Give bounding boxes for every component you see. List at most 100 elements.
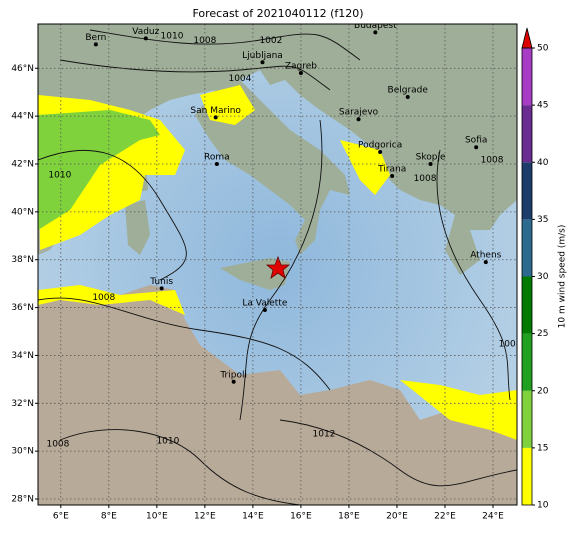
isobar-label: 1004 — [228, 74, 251, 84]
land-europe — [38, 24, 517, 275]
city-dot — [159, 286, 164, 291]
lat-tick-label: 38°N — [11, 255, 34, 265]
map-area: 1010 1008 1002 1004 1010 1008 1010 1012 1008 1008… — [38, 21, 522, 505]
isobar-label: 1010 — [161, 32, 184, 42]
isobar — [89, 29, 361, 61]
city-dot — [93, 42, 98, 47]
isobar — [59, 429, 301, 505]
city-dot — [143, 36, 148, 41]
city-dot — [483, 260, 488, 265]
colorbar-tick-label: 20 — [537, 386, 549, 396]
lon-tick-label: 18°E — [338, 512, 360, 522]
lat-tick-label: 40°N — [11, 207, 34, 217]
colorbar-band — [522, 48, 532, 106]
city-label: San Marino — [190, 106, 241, 116]
isobar-label: 1008 — [414, 174, 437, 184]
city-label: Tripoli — [219, 370, 247, 380]
city-dot — [298, 71, 303, 76]
colorbar-band — [522, 447, 532, 505]
city-dot — [373, 30, 378, 35]
isobar-label: 1010 — [48, 171, 71, 181]
location-star — [265, 255, 291, 279]
colorbar-band — [522, 219, 532, 277]
wind-zone — [38, 285, 185, 315]
city-dot — [474, 145, 479, 150]
city-dot — [405, 94, 410, 99]
city-label: Sofia — [465, 136, 487, 146]
city-label: Budapest — [354, 21, 397, 31]
colorbar-band — [522, 276, 532, 334]
city-label: Ljubljana — [242, 51, 283, 61]
lat-tick-label: 42°N — [11, 159, 34, 169]
colorbar-band — [522, 333, 532, 391]
city-dot — [390, 173, 395, 178]
city-dot — [356, 117, 361, 122]
city-dot — [214, 161, 219, 166]
lon-tick-label: 12°E — [194, 512, 216, 522]
city-label: Vaduz — [132, 27, 159, 37]
isobar — [436, 149, 511, 401]
city-label: Tirana — [377, 164, 406, 174]
lon-tick-label: 22°E — [434, 512, 456, 522]
city-label: Bern — [85, 33, 106, 43]
land-africa — [38, 285, 517, 505]
cities: 1010 1008 1002 1004 1010 1008 1010 1012 1008 1008… — [46, 21, 522, 450]
lat-tick-label: 44°N — [11, 112, 34, 122]
isobar — [279, 419, 517, 487]
colorbar-tick-label: 50 — [537, 44, 549, 54]
wind-zone — [200, 85, 255, 125]
lon-tick-label: 14°E — [242, 512, 264, 522]
city-dot — [262, 307, 267, 312]
lon-tick-label: 10°E — [146, 512, 168, 522]
lat-tick-label: 36°N — [11, 303, 34, 313]
map-frame — [37, 23, 518, 506]
city-label: Sarajevo — [339, 108, 379, 118]
colorbar-tick-label: 15 — [537, 443, 548, 453]
isobar-label: 1008 — [193, 36, 216, 46]
isobar — [38, 149, 187, 281]
isobar-label: 1010 — [156, 437, 179, 447]
wind-zone — [400, 380, 517, 440]
isobar-label: 1008 — [46, 440, 69, 450]
wind-zone — [340, 140, 390, 195]
isobar-label: 1002 — [259, 36, 282, 46]
wind-zone — [38, 110, 160, 230]
colorbar-label: 10 m wind speed (m/s) — [558, 225, 568, 329]
colorbar-band — [522, 162, 532, 220]
city-label: Roma — [204, 152, 230, 162]
colorbar: 10 15 20 25 30 35 40 45 50 10 m wind speed (m/s) — [521, 27, 568, 511]
colorbar-tick-label: 45 — [537, 101, 548, 111]
land-sardinia — [125, 200, 150, 255]
isobar — [59, 59, 331, 91]
colorbar-tick-label: 10 — [537, 501, 549, 511]
city-dot — [378, 150, 383, 155]
city-label: Tunis — [149, 277, 173, 287]
colorbar-band — [522, 105, 532, 163]
lat-tick-label: 32°N — [11, 399, 34, 409]
colorbar-tick-label: 30 — [537, 272, 549, 282]
city-dot — [213, 115, 218, 120]
lat-tick-label: 30°N — [11, 447, 34, 457]
isobar-label: 1008 — [481, 156, 504, 166]
isobar — [38, 297, 331, 391]
city-dot — [428, 161, 433, 166]
graticule — [38, 24, 517, 505]
lon-tick-label: 16°E — [290, 512, 312, 522]
colorbar-tick-label: 40 — [537, 158, 549, 168]
colorbar-tick-label: 35 — [537, 215, 548, 225]
lon-tick-label: 8°E — [101, 512, 117, 522]
city-label: La Valette — [242, 298, 287, 308]
colorbar-extend — [521, 27, 533, 49]
colorbar-tick-label: 25 — [537, 329, 548, 339]
lat-tick-label: 46°N — [11, 64, 34, 74]
city-label: Belgrade — [388, 85, 429, 95]
city-dot — [231, 379, 236, 384]
isobar-label: 1012 — [313, 430, 336, 440]
isobar-label: 1008 — [499, 340, 522, 350]
lon-tick-label: 20°E — [386, 512, 408, 522]
city-label: Zagreb — [285, 62, 317, 72]
city-label: Podgorica — [358, 141, 402, 151]
lon-tick-label: 24°E — [482, 512, 504, 522]
city-label: Athens — [470, 251, 501, 261]
